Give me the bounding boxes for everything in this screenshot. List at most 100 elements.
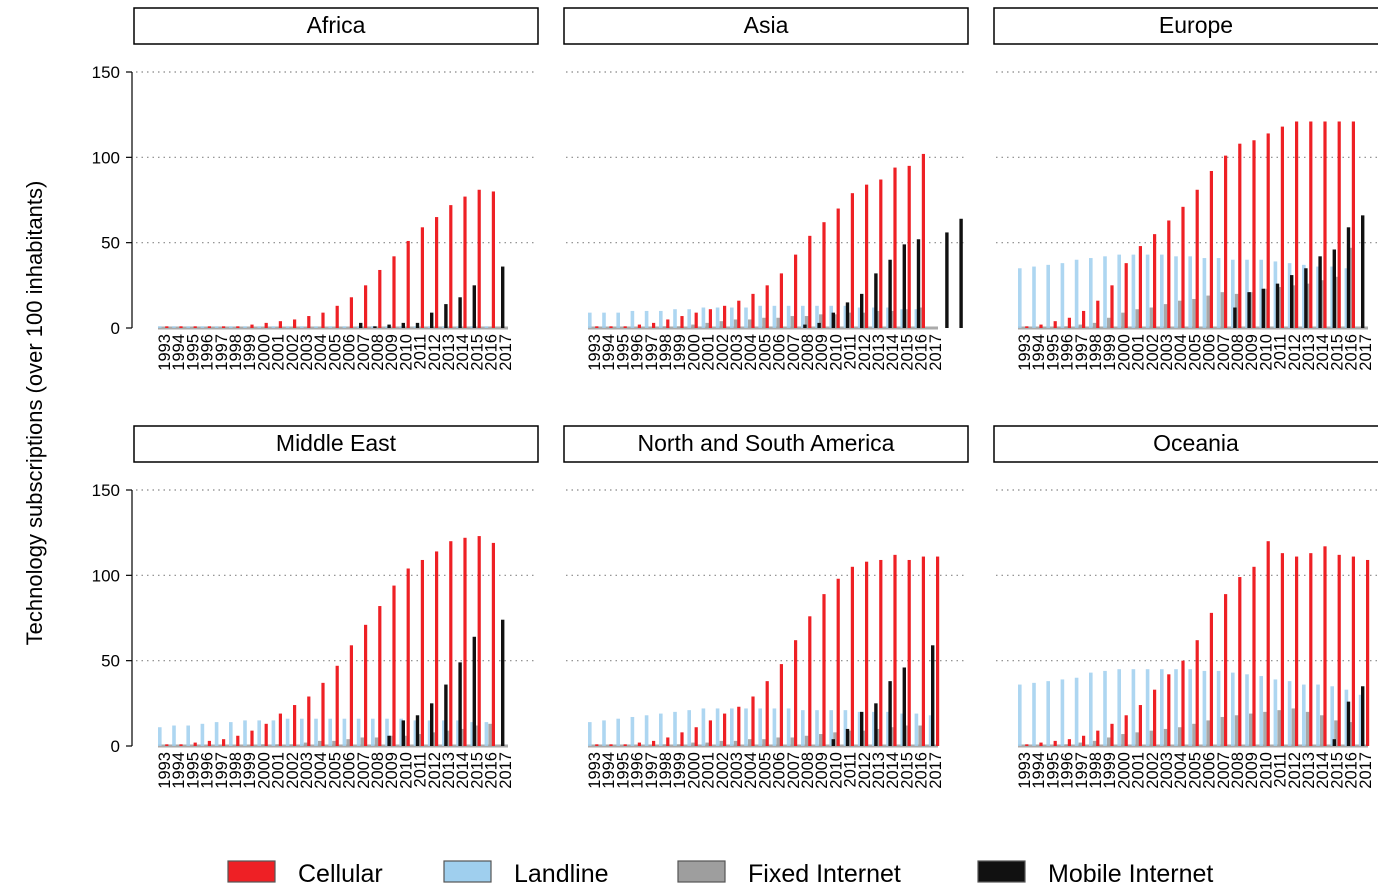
bar-mobile-internet <box>831 739 835 746</box>
x-tick-label: 1996 <box>199 752 217 789</box>
facet-title: Middle East <box>276 430 397 456</box>
bar-landline <box>630 310 635 328</box>
bar-mobile-internet <box>931 645 935 746</box>
legend-swatch <box>977 860 1026 883</box>
bar-cellular <box>779 664 783 746</box>
bar-fixed-internet <box>488 723 492 746</box>
bar-fixed-internet <box>1149 730 1154 746</box>
bar-cellular <box>1039 324 1043 328</box>
bar-mobile-internet <box>1361 215 1365 328</box>
bar-cellular <box>349 645 353 746</box>
bar-landline <box>1131 669 1136 746</box>
bar-landline <box>1103 256 1107 328</box>
bar-cellular <box>623 744 627 746</box>
bar-mobile-internet <box>373 326 377 328</box>
x-tick-label: 2002 <box>284 334 302 371</box>
x-tick-label: 2010 <box>827 334 845 371</box>
facet-title: Europe <box>1159 12 1233 38</box>
bar-landline <box>456 326 460 328</box>
x-tick-label: 2005 <box>326 752 344 789</box>
bar-cellular <box>1337 121 1341 328</box>
bar-cellular <box>779 273 783 328</box>
bar-cellular <box>1025 326 1029 328</box>
x-tick-label: 1993 <box>586 752 604 789</box>
bar-cellular <box>1067 317 1071 328</box>
bar-cellular <box>207 740 211 746</box>
bar-fixed-internet <box>748 739 752 746</box>
bar-cellular <box>1266 541 1270 746</box>
x-tick-label: 1996 <box>1059 752 1077 789</box>
bar-cellular <box>335 305 339 328</box>
bar-landline <box>1245 674 1249 746</box>
bar-fixed-internet <box>1121 734 1125 746</box>
bar-landline <box>285 718 290 746</box>
bar-cellular <box>236 326 240 328</box>
bar-fixed-internet <box>1107 737 1111 746</box>
bar-fixed-internet <box>776 317 780 328</box>
x-tick-label: 2014 <box>1314 334 1332 371</box>
bar-landline <box>200 723 205 746</box>
bar-fixed-internet <box>318 740 322 746</box>
x-tick-label: 2014 <box>454 334 472 371</box>
bar-cellular <box>836 208 840 328</box>
x-tick-label: 1997 <box>213 752 231 789</box>
bar-mobile-internet <box>444 684 448 746</box>
bar-fixed-internet <box>1192 298 1196 328</box>
bar-mobile-internet <box>1290 275 1294 328</box>
bar-landline <box>744 307 748 328</box>
bar-cellular <box>921 556 925 746</box>
bar-cellular <box>222 326 226 328</box>
bar-landline <box>399 326 403 328</box>
bar-landline <box>730 708 734 746</box>
bar-landline <box>900 713 904 746</box>
bar-mobile-internet <box>1275 283 1280 328</box>
bar-landline <box>1160 669 1164 746</box>
x-tick-label: 2007 <box>1215 752 1233 789</box>
bar-cellular <box>449 541 453 746</box>
bar-cellular <box>321 682 325 746</box>
bar-landline <box>427 326 432 328</box>
bar-cellular <box>1266 133 1270 328</box>
bar-cellular <box>491 542 495 746</box>
facet-title: North and South America <box>638 430 895 456</box>
x-tick-label: 2012 <box>1286 752 1304 789</box>
bar-landline <box>1330 686 1334 746</box>
bar-fixed-internet <box>374 737 379 746</box>
bar-mobile-internet <box>888 259 892 328</box>
bar-landline <box>413 326 418 328</box>
x-tick-label: 1993 <box>1016 752 1034 789</box>
bar-landline <box>1259 259 1263 328</box>
bar-landline <box>214 326 219 328</box>
bar-landline <box>673 309 677 328</box>
bar-cellular <box>264 322 268 328</box>
bar-cellular <box>435 551 439 746</box>
bar-fixed-internet <box>1277 710 1281 746</box>
bar-cellular <box>1167 674 1171 746</box>
bar-cellular <box>751 293 755 328</box>
x-tick-label: 2000 <box>685 752 703 789</box>
bar-cellular <box>694 312 698 328</box>
bar-landline <box>1074 677 1079 746</box>
facet-title: Africa <box>307 12 366 38</box>
x-tick-label: 2013 <box>870 334 888 371</box>
x-tick-label: 2014 <box>884 752 902 789</box>
x-tick-label: 2007 <box>1215 334 1233 371</box>
x-tick-label: 2016 <box>483 752 501 789</box>
bar-landline <box>815 710 819 746</box>
bar-landline <box>356 326 361 328</box>
bar-fixed-internet <box>790 737 795 746</box>
bar-fixed-internet <box>677 326 681 328</box>
bar-landline <box>385 718 389 746</box>
x-tick-label: 2013 <box>870 752 888 789</box>
bar-cellular <box>1295 556 1299 746</box>
bar-cellular <box>1280 553 1284 746</box>
bar-landline <box>1046 264 1050 328</box>
x-tick-label: 1997 <box>1073 334 1091 371</box>
bar-landline <box>1316 266 1320 328</box>
y-tick-label: 150 <box>92 481 120 500</box>
bar-landline <box>1046 681 1050 746</box>
x-tick-label: 1996 <box>629 752 647 789</box>
x-tick-label: 2011 <box>842 334 860 369</box>
bar-landline <box>843 305 848 328</box>
bar-cellular <box>1252 140 1256 328</box>
